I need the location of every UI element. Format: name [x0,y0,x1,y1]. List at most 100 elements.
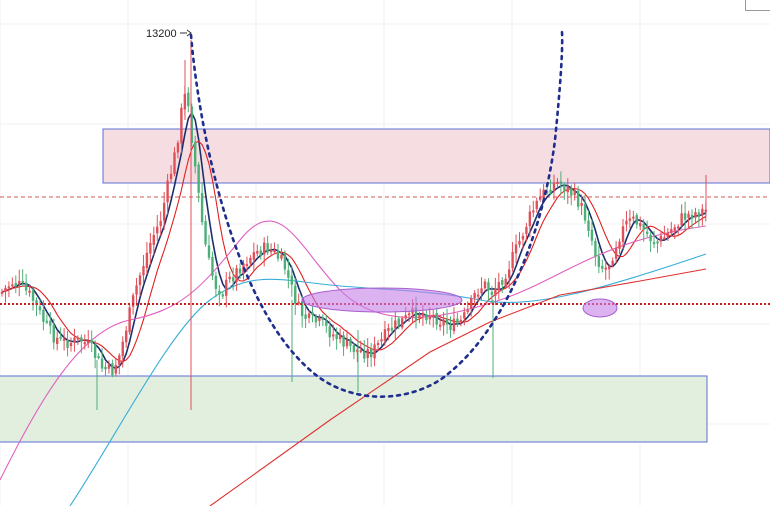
candle-body [414,307,418,320]
candle-body [97,356,100,359]
candle-body [276,250,280,259]
candle-body [345,339,349,347]
candle-body [138,275,142,286]
candle-body [459,319,463,323]
candle-body [273,250,276,253]
candle-body [680,213,683,226]
candle-body [69,342,73,347]
candle-body [35,300,38,305]
ma-long-line [209,268,707,506]
candle-body [128,307,131,333]
candle-body [511,252,514,269]
candle-body [238,268,242,274]
candle-body [93,344,97,358]
candle-body [659,235,663,242]
candle-body [449,325,452,330]
candle-body [56,337,59,344]
candle-body [563,185,566,191]
candle-body [90,339,93,344]
candle-body [62,338,66,341]
candle-body [11,284,14,287]
candle-body [200,193,204,223]
candle-body [435,313,438,325]
candle-body [404,315,407,319]
candle-body [421,312,425,317]
candle-body [152,235,155,245]
candle-body [211,256,214,276]
candle-body [166,180,169,203]
candle-body [476,294,480,297]
candle-body [156,226,159,234]
candle-body [187,92,190,107]
candle-body [487,282,490,291]
candle-body [645,231,649,235]
candle-body [601,265,604,269]
candle-body [366,349,369,359]
candle-body [380,339,383,342]
candle-body [621,226,625,243]
candle-body [356,349,359,353]
candle-body [373,344,376,359]
candle-body [214,275,218,289]
candle-body [525,226,528,234]
candle-body [628,218,632,221]
candle-body [252,252,256,260]
candle-body [149,242,152,254]
candle-body [38,306,42,311]
highlight-ellipse-neckline [301,287,463,313]
candle-body [52,325,55,343]
candle-body [194,141,197,167]
candle-body [425,314,428,321]
candle-body [76,337,80,340]
candle-body [87,341,90,344]
candle-body [390,327,394,331]
candle-body [649,234,652,242]
candle-body [321,317,325,321]
candle-body [442,319,445,326]
candle-body [401,318,404,328]
candle-body [162,202,166,221]
candle-body [145,252,149,268]
candle-body [438,324,442,327]
candle-body [480,288,483,294]
candle-body [463,312,466,319]
candle-body [545,191,549,194]
candle-body [169,173,173,180]
candle-body [111,363,114,376]
candle-body [207,245,211,258]
candle-body [283,253,287,270]
candle-body [666,232,670,238]
candle-body [287,270,290,278]
candle-body [432,315,435,318]
candle-body [173,152,176,174]
candle-body [663,237,666,240]
candle-body [131,295,135,307]
candle-body [521,235,525,240]
candle-body [535,200,538,209]
candle-body [142,266,145,276]
candle-body [566,186,569,193]
candle-body [504,278,507,287]
candle-body [235,268,238,282]
candle-body [542,189,545,199]
peak-price-label: 13200 [146,28,177,40]
candle-body [618,241,621,249]
candle-body [307,313,311,318]
candle-body [556,181,559,185]
candle-body [204,221,207,245]
candle-body [552,182,556,192]
candle-body [231,277,235,282]
candle-body [494,288,497,296]
candle-body [573,190,576,196]
candle-body [483,281,487,289]
candle-body [452,318,456,332]
candle-body [690,215,694,219]
candle-body [687,213,690,219]
corner-widget[interactable] [745,0,770,11]
candle-body [625,220,628,225]
candle-body [570,188,573,196]
candle-body [466,310,469,313]
candle-body [135,285,138,295]
